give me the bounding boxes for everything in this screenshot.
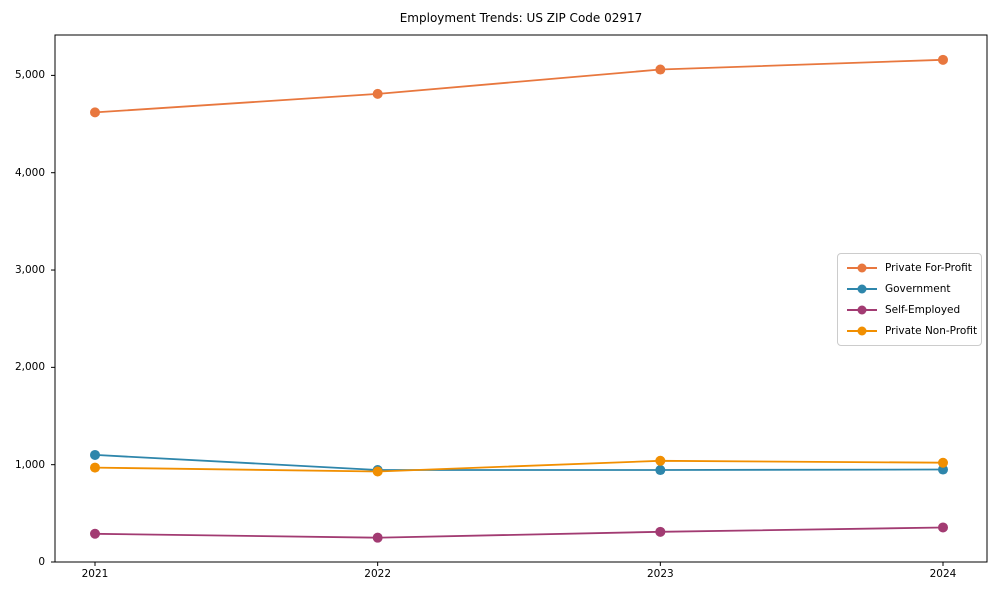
x-tick-label: 2021 bbox=[81, 568, 109, 580]
y-tick-label: 2,000 bbox=[14, 361, 45, 374]
data-point-marker bbox=[372, 532, 383, 543]
data-point-marker bbox=[90, 107, 100, 118]
legend-item: Government bbox=[847, 282, 972, 296]
data-point-marker bbox=[938, 54, 948, 65]
data-point-marker bbox=[90, 449, 100, 460]
chart-title: Employment Trends: US ZIP Code 02917 bbox=[399, 11, 643, 25]
series-line bbox=[94, 459, 944, 473]
data-point-marker bbox=[372, 466, 383, 477]
legend-label: Government bbox=[885, 283, 951, 295]
series-line bbox=[94, 526, 944, 539]
data-point-marker bbox=[938, 522, 948, 533]
series-line bbox=[94, 454, 944, 471]
legend-label: Private For-Profit bbox=[885, 262, 972, 274]
y-tick-label: 3,000 bbox=[14, 264, 45, 277]
data-point-marker bbox=[655, 526, 666, 537]
data-point-marker bbox=[655, 465, 666, 476]
legend: Private For-Profit Government Self-Emplo… bbox=[837, 253, 982, 346]
y-tick-label: 0 bbox=[38, 556, 45, 568]
legend-item: Private Non-Profit bbox=[847, 324, 977, 338]
legend-line-marker-icon bbox=[847, 262, 877, 274]
y-tick-label: 5,000 bbox=[14, 69, 45, 82]
y-tick-label: 1,000 bbox=[14, 458, 45, 471]
legend-line-marker-icon bbox=[847, 304, 877, 316]
x-tick-label: 2022 bbox=[364, 568, 392, 580]
legend-label: Private Non-Profit bbox=[885, 325, 978, 337]
series-line bbox=[94, 58, 944, 114]
legend-label: Self-Employed bbox=[885, 304, 961, 316]
y-tick-label: 4,000 bbox=[14, 166, 45, 179]
data-point-marker bbox=[90, 528, 100, 539]
x-tick-label: 2023 bbox=[646, 568, 674, 580]
data-point-marker bbox=[655, 64, 666, 75]
data-point-marker bbox=[90, 462, 100, 473]
axes-frame bbox=[54, 34, 988, 563]
legend-line-marker-icon bbox=[847, 283, 877, 295]
legend-item: Self-Employed bbox=[847, 303, 972, 317]
x-tick-label: 2024 bbox=[929, 568, 957, 580]
data-point-marker bbox=[372, 88, 383, 99]
legend-item: Private For-Profit bbox=[847, 261, 972, 275]
data-point-marker bbox=[938, 457, 948, 468]
data-point-marker bbox=[655, 455, 666, 466]
legend-line-marker-icon bbox=[847, 325, 877, 337]
